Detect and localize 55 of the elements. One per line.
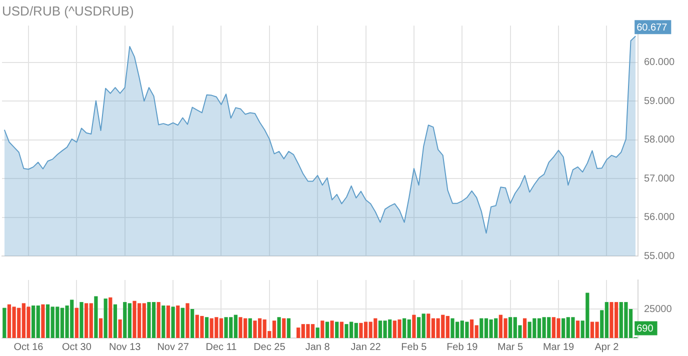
bar [2,308,6,338]
bar [325,322,330,338]
y-tick-label: 60.000 [644,57,676,68]
x-tick-label: Mar 5 [498,342,524,353]
x-tick-label: Nov 27 [157,342,190,353]
bar [277,317,281,338]
bar [330,320,334,338]
bar [282,318,286,338]
bar [94,296,98,338]
x-tick-label: Dec 25 [254,342,286,353]
bar [522,318,527,338]
bar [74,308,78,338]
bar [171,306,175,338]
bar [576,320,580,338]
y-tick-label: 57.000 [644,173,676,184]
bar [166,306,170,338]
x-tick-label: Oct 16 [14,342,44,353]
y-tick-label: 58.000 [644,134,676,146]
bar [340,322,344,338]
y-tick-label: 25000 [644,304,672,315]
x-tick-label: Mar 19 [542,342,574,353]
bar [320,320,324,338]
y-tick-label: 56.000 [644,212,676,224]
bar [286,318,290,338]
bar [104,298,108,338]
bar [156,302,160,338]
bar [176,306,180,338]
y-tick-label: 55.000 [644,250,676,262]
bar [180,308,184,338]
bar [113,304,118,338]
bar [118,319,122,338]
bar [98,318,103,338]
x-tick-label: Feb 19 [446,342,478,353]
bar [412,314,416,338]
bar [204,317,209,338]
bar [190,309,194,338]
bar [108,297,112,338]
data-label: 690 [636,323,654,334]
x-tick-label: Dec 11 [206,342,238,353]
bar [186,303,190,338]
chart-title: USD/RUB (^USDRUB) [2,3,134,18]
data-label: 60.677 [636,22,668,34]
x-tick-label: Nov 13 [109,342,142,353]
bar [162,306,166,338]
bar [41,304,45,338]
x-tick-label: Feb 5 [401,342,428,353]
x-tick-label: Apr 2 [594,342,620,353]
bar [248,318,252,338]
bar [316,328,320,338]
x-tick-label: Oct 30 [62,342,92,353]
y-tick-label: 59.000 [644,96,676,107]
bar [80,302,84,338]
bar [335,322,339,338]
x-tick-label: Jan 22 [350,342,382,353]
x-tick-label: Jan 8 [305,342,330,353]
